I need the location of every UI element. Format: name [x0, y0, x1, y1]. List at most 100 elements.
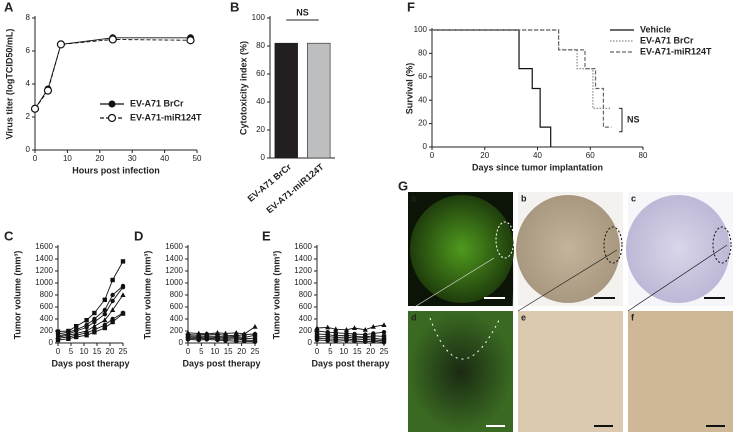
legend-label: EV-A71 BrCr — [130, 98, 184, 108]
x-tick-label: 0 — [186, 347, 191, 356]
brain-section — [516, 195, 620, 303]
y-tick-label: 1600 — [35, 242, 53, 251]
x-tick-label: 25 — [119, 347, 128, 356]
marker — [363, 337, 368, 342]
y-tick-label: 200 — [299, 326, 313, 335]
zoom-line — [512, 257, 515, 312]
line — [34, 38, 191, 110]
marker — [56, 40, 66, 49]
panel-letter: E — [262, 228, 271, 243]
x-tick-label: 20 — [480, 151, 489, 160]
x-tick-label: 0 — [56, 347, 61, 356]
x-tick-label: 10 — [63, 154, 72, 163]
panel-letter: G — [398, 178, 408, 193]
tumor-border — [429, 317, 501, 360]
marker — [84, 325, 89, 330]
y-tick-label: 1200 — [165, 266, 183, 275]
y-tick-label: 400 — [299, 314, 313, 323]
marker — [370, 324, 376, 329]
legend-label: EV-A71 BrCr — [640, 35, 694, 45]
marker — [344, 338, 349, 343]
panel-letter: D — [134, 228, 143, 243]
marker — [102, 307, 108, 313]
y-tick-label: 1600 — [165, 242, 183, 251]
panel-letter: A — [4, 0, 14, 14]
y-tick-label: 40 — [256, 97, 265, 106]
y-tick-label: 0 — [423, 142, 428, 151]
y-tick-label: 80 — [418, 49, 427, 58]
marker — [363, 339, 368, 344]
y-tick-label: 60 — [418, 72, 427, 81]
marker — [314, 325, 320, 330]
y-tick-label: 600 — [40, 302, 54, 311]
y-tick-label: 100 — [414, 25, 428, 34]
tumor-outline — [495, 221, 515, 259]
legend-label: EV-A71-miR124T — [130, 112, 202, 122]
y-tick-label: 200 — [40, 326, 54, 335]
x-tick-label: 80 — [639, 151, 648, 160]
marker — [381, 334, 387, 339]
marker — [252, 339, 258, 344]
y-tick-label: 400 — [40, 314, 54, 323]
x-tick-label: 20 — [95, 154, 104, 163]
marker — [186, 36, 195, 45]
marker — [333, 326, 339, 332]
brain-section — [410, 195, 514, 303]
y-tick-label: 20 — [256, 125, 265, 134]
legend-label: Vehicle — [640, 24, 671, 34]
marker — [252, 333, 258, 338]
annotation: NS — [296, 7, 309, 17]
y-axis-label: Virus titer (logTCID50/mL) — [4, 29, 14, 140]
marker — [92, 330, 97, 335]
marker — [102, 312, 108, 317]
y-tick-label: 200 — [170, 326, 184, 335]
image-d — [408, 311, 513, 432]
marker — [371, 339, 376, 344]
marker — [110, 277, 115, 283]
marker — [381, 322, 387, 327]
micrographs — [407, 192, 733, 432]
zoom-line — [407, 257, 495, 312]
marker — [314, 331, 320, 337]
legend-label: EV-A71-miR124T — [640, 46, 712, 56]
x-tick-label: 20 — [237, 347, 246, 356]
marker — [55, 329, 61, 334]
panel-letter: a — [411, 193, 417, 203]
y-tick-label: 60 — [256, 69, 265, 78]
x-axis-label: Days post therapy — [311, 358, 389, 368]
y-tick-label: 2 — [26, 112, 31, 121]
y-tick-label: 6 — [26, 46, 31, 55]
marker — [110, 319, 115, 325]
tumor-outline — [603, 226, 623, 264]
zoom-line — [517, 249, 618, 312]
marker — [102, 317, 108, 323]
marker — [381, 330, 387, 335]
marker — [107, 113, 117, 123]
y-axis-label: Tumor volume (mm³) — [271, 251, 281, 340]
y-tick-label: 40 — [418, 95, 427, 104]
marker — [74, 324, 79, 329]
marker — [110, 298, 115, 304]
survival-curve — [432, 29, 552, 147]
x-tick-label: 20 — [366, 347, 375, 356]
marker — [108, 35, 117, 44]
panel-letter: B — [230, 0, 239, 14]
panel-letter: f — [631, 312, 635, 322]
bar — [274, 42, 298, 159]
marker — [120, 292, 126, 297]
x-tick-label: 15 — [93, 347, 102, 356]
y-tick-label: 1200 — [35, 266, 53, 275]
marker — [242, 339, 247, 344]
significance-bracket — [619, 107, 623, 133]
marker — [30, 104, 40, 113]
y-tick-label: 1400 — [165, 254, 183, 263]
x-tick-label: 10 — [80, 347, 89, 356]
x-tick-label: EV-A71-miR124T — [264, 161, 326, 215]
marker — [234, 336, 239, 341]
x-tick-label: 10 — [210, 347, 219, 356]
x-tick-label: 50 — [193, 154, 202, 163]
panel-letter: C — [4, 228, 14, 243]
marker — [102, 297, 107, 302]
marker — [351, 325, 358, 330]
x-tick-label: 40 — [533, 151, 542, 160]
